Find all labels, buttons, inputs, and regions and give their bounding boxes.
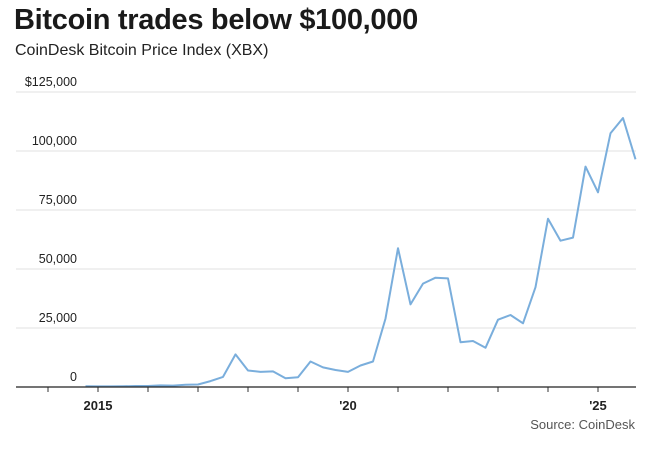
x-tick-label: 2015 — [84, 398, 113, 413]
chart-subtitle: CoinDesk Bitcoin Price Index (XBX) — [15, 42, 269, 59]
y-tick-label: 25,000 — [39, 311, 77, 325]
y-tick-label: 100,000 — [32, 134, 77, 148]
price-line — [85, 117, 637, 388]
x-tick-label: '25 — [589, 398, 607, 413]
x-tick-label: '20 — [339, 398, 357, 413]
source-note: Source: CoinDesk — [530, 417, 635, 432]
y-tick-label: $125,000 — [25, 75, 77, 89]
y-tick-label: 75,000 — [39, 193, 77, 207]
y-tick-label: 0 — [70, 370, 77, 384]
y-tick-label: 50,000 — [39, 252, 77, 266]
chart-title: Bitcoin trades below $100,000 — [14, 4, 418, 36]
